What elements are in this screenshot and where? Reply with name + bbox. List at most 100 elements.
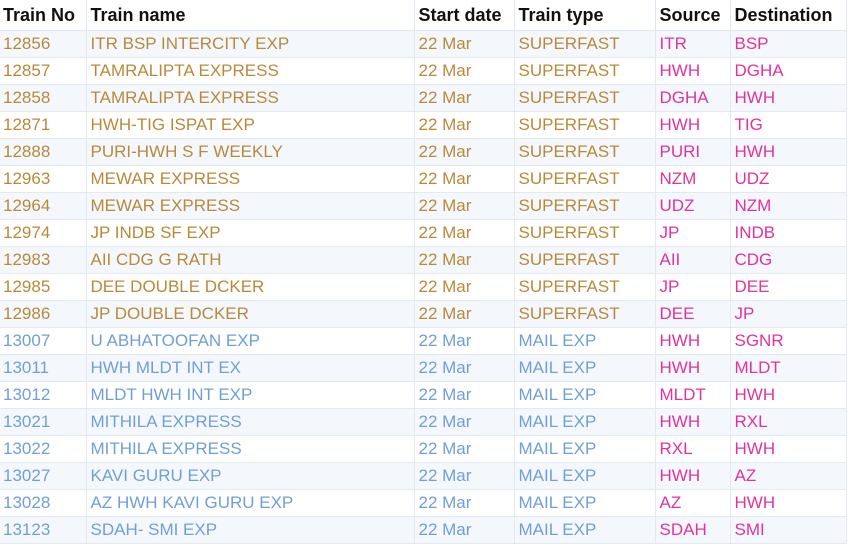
table-row[interactable]: 13012 MLDT HWH INT EXP 22 Mar MAIL EXP MLDT H… (0, 381, 847, 409)
table-row[interactable]: 12963 MEWAR EXPRESS 22 Mar SUPERFAST NZM UDZ (0, 165, 847, 193)
header-row: Train No Train name Start date Train typ… (0, 0, 847, 31)
table-row[interactable]: 13007 U ABHATOOFAN EXP 22 Mar MAIL EXP HWH SG… (0, 327, 847, 355)
train-name-cell: MITHILA EXPRESS (86, 435, 415, 463)
train-type-cell: MAIL EXP (514, 408, 656, 436)
source-cell: NZM (655, 165, 731, 193)
table-row[interactable]: 13021 MITHILA EXPRESS 22 Mar MAIL EXP HWH RXL (0, 408, 847, 436)
train-no-cell: 12888 (0, 138, 87, 166)
train-type-cell: SUPERFAST (514, 219, 656, 247)
source-cell: ITR (655, 30, 731, 58)
table-row[interactable]: 12856 ITR BSP INTERCITY EXP 22 Mar SUPERFAS… (0, 30, 847, 58)
source-cell: JP (655, 273, 731, 301)
table-row[interactable]: 12983 AII CDG G RATH 22 Mar SUPERFAST AII CDG (0, 246, 847, 274)
train-no-cell: 13028 (0, 489, 87, 517)
table-row[interactable]: 12858 TAMRALIPTA EXPRESS 22 Mar SUPERFAST DG… (0, 84, 847, 112)
train-no-cell: 12964 (0, 192, 87, 220)
train-type-cell: MAIL EXP (514, 489, 656, 517)
start-date-cell: 22 Mar (414, 165, 515, 193)
train-type-cell: MAIL EXP (514, 381, 656, 409)
destination-cell: SMI (730, 516, 847, 544)
column-header-start-date[interactable]: Start date (414, 0, 515, 31)
start-date-cell: 22 Mar (414, 30, 515, 58)
train-type-cell: SUPERFAST (514, 57, 656, 85)
table-row[interactable]: 13123 SDAH- SMI EXP 22 Mar MAIL EXP SDAH SMI (0, 516, 847, 544)
train-name-cell: JP DOUBLE DCKER (86, 300, 415, 328)
start-date-cell: 22 Mar (414, 327, 515, 355)
start-date-cell: 22 Mar (414, 84, 515, 112)
train-no-cell: 12856 (0, 30, 87, 58)
start-date-cell: 22 Mar (414, 516, 515, 544)
destination-cell: RXL (730, 408, 847, 436)
source-cell: PURI (655, 138, 731, 166)
start-date-cell: 22 Mar (414, 219, 515, 247)
train-name-cell: AZ HWH KAVI GURU EXP (86, 489, 415, 517)
train-no-cell: 13007 (0, 327, 87, 355)
destination-cell: NZM (730, 192, 847, 220)
train-name-cell: HWH-TIG ISPAT EXP (86, 111, 415, 139)
table-row[interactable]: 12857 TAMRALIPTA EXPRESS 22 Mar SUPERFAST HW… (0, 57, 847, 85)
train-name-cell: MEWAR EXPRESS (86, 165, 415, 193)
column-header-destination[interactable]: Destination (730, 0, 847, 31)
table-row[interactable]: 12985 DEE DOUBLE DCKER 22 Mar SUPERFAST JP DE… (0, 273, 847, 301)
table-row[interactable]: 13028 AZ HWH KAVI GURU EXP 22 Mar MAIL EXP A… (0, 489, 847, 517)
train-type-cell: SUPERFAST (514, 300, 656, 328)
source-cell: AZ (655, 489, 731, 517)
train-no-cell: 13123 (0, 516, 87, 544)
train-no-cell: 13022 (0, 435, 87, 463)
train-no-cell: 12986 (0, 300, 87, 328)
column-header-train-type[interactable]: Train type (514, 0, 656, 31)
source-cell: RXL (655, 435, 731, 463)
start-date-cell: 22 Mar (414, 246, 515, 274)
table-row[interactable]: 12871 HWH-TIG ISPAT EXP 22 Mar SUPERFAST HWH… (0, 111, 847, 139)
train-name-cell: MLDT HWH INT EXP (86, 381, 415, 409)
source-cell: DEE (655, 300, 731, 328)
train-type-cell: SUPERFAST (514, 30, 656, 58)
train-name-cell: JP INDB SF EXP (86, 219, 415, 247)
train-no-cell: 12974 (0, 219, 87, 247)
source-cell: UDZ (655, 192, 731, 220)
train-name-cell: AII CDG G RATH (86, 246, 415, 274)
destination-cell: JP (730, 300, 847, 328)
destination-cell: CDG (730, 246, 847, 274)
source-cell: MLDT (655, 381, 731, 409)
destination-cell: HWH (730, 489, 847, 517)
train-name-cell: MITHILA EXPRESS (86, 408, 415, 436)
column-header-source[interactable]: Source (655, 0, 731, 31)
destination-cell: INDB (730, 219, 847, 247)
table-row[interactable]: 12888 PURI-HWH S F WEEKLY 22 Mar SUPERFAST P… (0, 138, 847, 166)
column-header-train-no[interactable]: Train No (0, 0, 87, 31)
table-row[interactable]: 12986 JP DOUBLE DCKER 22 Mar SUPERFAST DEE JP (0, 300, 847, 328)
train-name-cell: DEE DOUBLE DCKER (86, 273, 415, 301)
source-cell: JP (655, 219, 731, 247)
train-no-cell: 12871 (0, 111, 87, 139)
start-date-cell: 22 Mar (414, 354, 515, 382)
train-no-cell: 13011 (0, 354, 87, 382)
destination-cell: HWH (730, 138, 847, 166)
train-type-cell: SUPERFAST (514, 84, 656, 112)
table-row[interactable]: 13027 KAVI GURU EXP 22 Mar MAIL EXP HWH AZ (0, 462, 847, 490)
train-name-cell: TAMRALIPTA EXPRESS (86, 84, 415, 112)
destination-cell: AZ (730, 462, 847, 490)
table-row[interactable]: 12974 JP INDB SF EXP 22 Mar SUPERFAST JP INDB (0, 219, 847, 247)
start-date-cell: 22 Mar (414, 300, 515, 328)
train-type-cell: MAIL EXP (514, 435, 656, 463)
start-date-cell: 22 Mar (414, 273, 515, 301)
column-header-train-name[interactable]: Train name (86, 0, 415, 31)
destination-cell: DGHA (730, 57, 847, 85)
train-type-cell: MAIL EXP (514, 354, 656, 382)
start-date-cell: 22 Mar (414, 462, 515, 490)
train-name-cell: TAMRALIPTA EXPRESS (86, 57, 415, 85)
table-row[interactable]: 13011 HWH MLDT INT EX 22 Mar MAIL EXP HWH MLD… (0, 354, 847, 382)
destination-cell: DEE (730, 273, 847, 301)
train-type-cell: SUPERFAST (514, 246, 656, 274)
train-no-cell: 12963 (0, 165, 87, 193)
train-name-cell: U ABHATOOFAN EXP (86, 327, 415, 355)
source-cell: SDAH (655, 516, 731, 544)
start-date-cell: 22 Mar (414, 192, 515, 220)
table-row[interactable]: 12964 MEWAR EXPRESS 22 Mar SUPERFAST UDZ NZM (0, 192, 847, 220)
train-type-cell: MAIL EXP (514, 462, 656, 490)
start-date-cell: 22 Mar (414, 489, 515, 517)
table-row[interactable]: 13022 MITHILA EXPRESS 22 Mar MAIL EXP RXL HWH (0, 435, 847, 463)
train-name-cell: ITR BSP INTERCITY EXP (86, 30, 415, 58)
